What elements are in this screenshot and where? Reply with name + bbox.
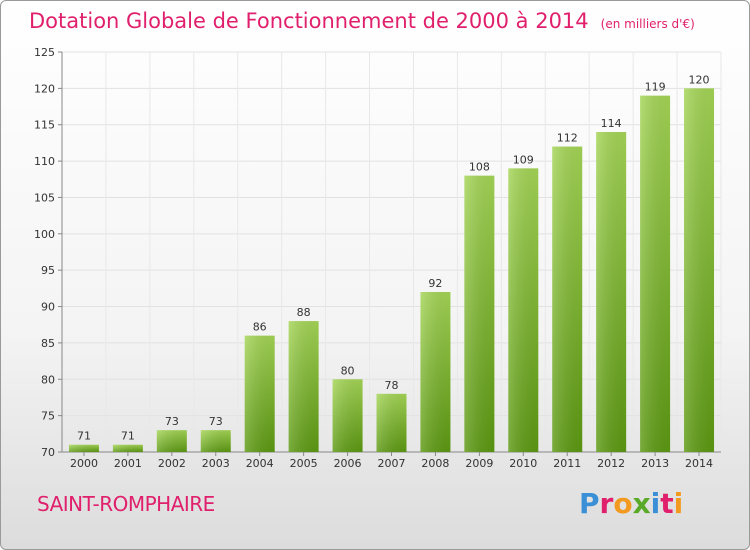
logo-letter: P xyxy=(579,487,600,520)
bars xyxy=(68,88,715,453)
bar-shade xyxy=(684,88,715,452)
y-tick-label: 115 xyxy=(34,119,55,132)
x-tick-label: 2012 xyxy=(597,457,625,470)
bar-shade xyxy=(156,430,187,452)
x-tick-label: 2002 xyxy=(158,457,186,470)
logo-letter: r xyxy=(599,487,614,520)
logo-letter: t xyxy=(660,487,674,520)
data-label: 109 xyxy=(513,153,534,166)
data-label: 119 xyxy=(645,81,666,94)
data-label: 71 xyxy=(77,430,91,443)
bar-shade xyxy=(464,175,495,453)
data-label: 112 xyxy=(557,132,578,145)
data-label: 120 xyxy=(689,73,710,86)
y-tick-label: 95 xyxy=(41,264,55,277)
logo-letter: x xyxy=(632,487,651,520)
commune-name: SAINT-ROMPHAIRE xyxy=(37,492,215,516)
bar-shade xyxy=(508,168,539,452)
bar-shade xyxy=(420,292,451,452)
data-label: 73 xyxy=(165,415,179,428)
x-tick-label: 2006 xyxy=(334,457,362,470)
bar-shade xyxy=(244,335,275,452)
y-tick-label: 100 xyxy=(34,228,55,241)
logo-letter: i xyxy=(673,487,684,520)
y-tick-label: 85 xyxy=(41,337,55,350)
x-tick-label: 2001 xyxy=(114,457,142,470)
y-tick-label: 125 xyxy=(34,46,55,59)
x-tick-label: 2014 xyxy=(685,457,713,470)
x-tick-label: 2005 xyxy=(290,457,318,470)
y-tick-label: 80 xyxy=(41,373,55,386)
bar-shade xyxy=(552,146,583,452)
bar-shade xyxy=(112,444,143,452)
bar-shade xyxy=(68,444,99,452)
bar-shade xyxy=(640,95,671,453)
bar-shade xyxy=(332,379,363,452)
x-tick-label: 2013 xyxy=(641,457,669,470)
chart-title: Dotation Globale de Fonctionnement de 20… xyxy=(29,9,695,33)
x-tick-label: 2011 xyxy=(553,457,581,470)
x-tick-label: 2008 xyxy=(421,457,449,470)
x-tick-label: 2000 xyxy=(70,457,98,470)
x-tick-label: 2003 xyxy=(202,457,230,470)
logo-letter: o xyxy=(613,487,633,520)
data-label: 71 xyxy=(121,430,135,443)
proxiti-logo: Proxiti xyxy=(579,487,683,520)
y-tick-label: 90 xyxy=(41,301,55,314)
y-tick-label: 105 xyxy=(34,191,55,204)
data-label: 80 xyxy=(341,364,355,377)
data-label: 88 xyxy=(297,306,311,319)
y-tick-label: 70 xyxy=(41,446,55,459)
x-tick-label: 2010 xyxy=(509,457,537,470)
data-label: 78 xyxy=(385,379,399,392)
bar-shade xyxy=(288,321,319,452)
chart-title-text: Dotation Globale de Fonctionnement de 20… xyxy=(29,9,589,33)
x-tick-label: 2004 xyxy=(246,457,274,470)
bar-shade xyxy=(376,393,407,452)
x-tick-label: 2009 xyxy=(465,457,493,470)
data-label: 92 xyxy=(428,277,442,290)
data-label: 108 xyxy=(469,161,490,174)
y-tick-label: 120 xyxy=(34,82,55,95)
y-tick-label: 75 xyxy=(41,410,55,423)
bar-shade xyxy=(596,132,627,452)
unit-note: (en milliers d'€) xyxy=(600,17,695,31)
data-label: 73 xyxy=(209,415,223,428)
x-tick-label: 2007 xyxy=(378,457,406,470)
data-label: 114 xyxy=(601,117,622,130)
data-label: 86 xyxy=(253,321,267,334)
y-tick-label: 110 xyxy=(34,155,55,168)
bar-shade xyxy=(200,430,231,452)
logo-letter: i xyxy=(650,487,661,520)
labels: 2000 71 2001 71 2002 73 2003 73 2004 86 2005 88 2006… xyxy=(70,73,713,470)
